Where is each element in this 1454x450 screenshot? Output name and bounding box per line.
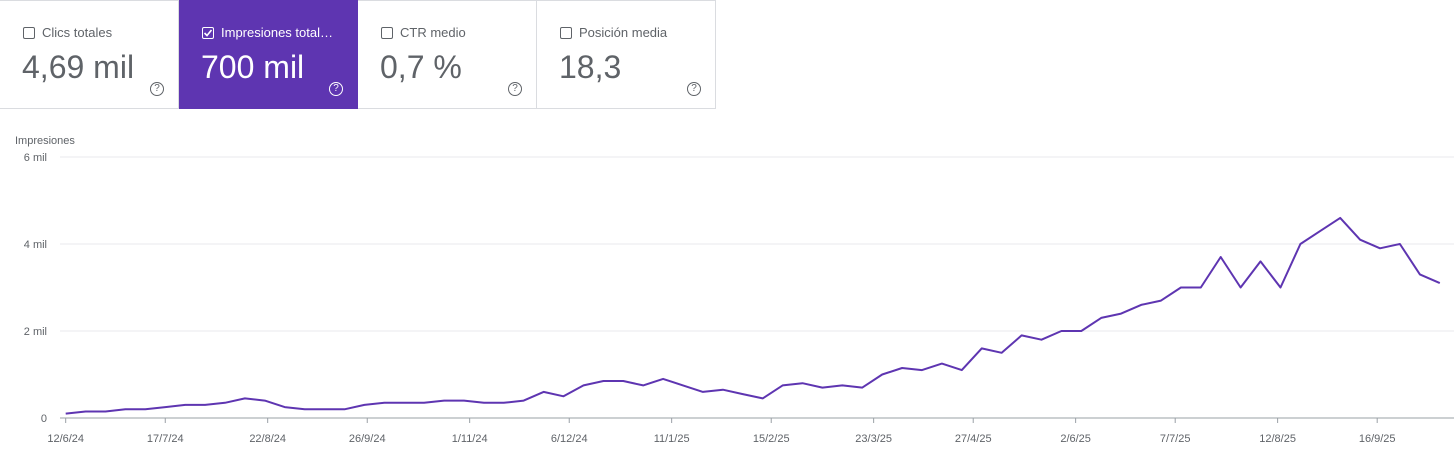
y-tick-label: 0	[41, 413, 47, 425]
metric-label: Impresiones total…	[221, 25, 333, 40]
help-icon[interactable]: ?	[329, 82, 343, 96]
x-tick-label: 22/8/24	[249, 433, 286, 445]
metric-value: 4,69 mil	[22, 49, 135, 85]
metric-value: 700 mil	[201, 49, 305, 85]
metric-value: 0,7 %	[380, 49, 462, 85]
x-tick-label: 12/6/24	[47, 433, 84, 445]
metric-label: Clics totales	[42, 25, 113, 40]
x-tick-label: 11/1/25	[654, 433, 690, 445]
help-icon[interactable]: ?	[687, 82, 701, 96]
x-tick-label: 12/8/25	[1259, 433, 1296, 445]
y-tick-label: 4 mil	[24, 239, 47, 251]
y-tick-label: 2 mil	[24, 326, 47, 338]
x-tick-label: 1/11/24	[452, 433, 488, 445]
x-tick-label: 17/7/24	[147, 433, 184, 445]
y-tick-label: 6 mil	[24, 152, 47, 164]
metric-card[interactable]: Impresiones total… 700 mil?	[179, 0, 358, 109]
x-tick-label: 15/2/25	[753, 433, 790, 445]
metric-label: Posición media	[579, 25, 668, 40]
help-icon[interactable]: ?	[508, 82, 522, 96]
x-tick-label: 16/9/25	[1359, 433, 1396, 445]
metric-card[interactable]: Posición media 18,3?	[537, 0, 716, 109]
metric-cards: Clics totales 4,69 mil? Impresiones total……	[0, 0, 716, 109]
checkbox[interactable]	[23, 27, 35, 39]
y-axis-label: Impresiones	[15, 135, 75, 147]
checkbox[interactable]	[202, 27, 214, 39]
x-tick-label: 23/3/25	[855, 433, 892, 445]
x-tick-label: 27/4/25	[955, 433, 992, 445]
checkbox[interactable]	[560, 27, 572, 39]
metric-label: CTR medio	[400, 25, 466, 40]
help-icon[interactable]: ?	[150, 82, 164, 96]
checkbox[interactable]	[381, 27, 393, 39]
metric-value: 18,3	[559, 49, 622, 85]
x-tick-label: 26/9/24	[349, 433, 386, 445]
x-tick-label: 2/6/25	[1060, 433, 1091, 445]
metric-card[interactable]: CTR medio 0,7 %?	[358, 0, 537, 109]
series-line	[65, 216, 1441, 415]
check	[203, 29, 213, 37]
x-tick-label: 7/7/25	[1160, 433, 1191, 445]
metric-card[interactable]: Clics totales 4,69 mil?	[0, 0, 179, 109]
x-tick-label: 6/12/24	[551, 433, 588, 445]
